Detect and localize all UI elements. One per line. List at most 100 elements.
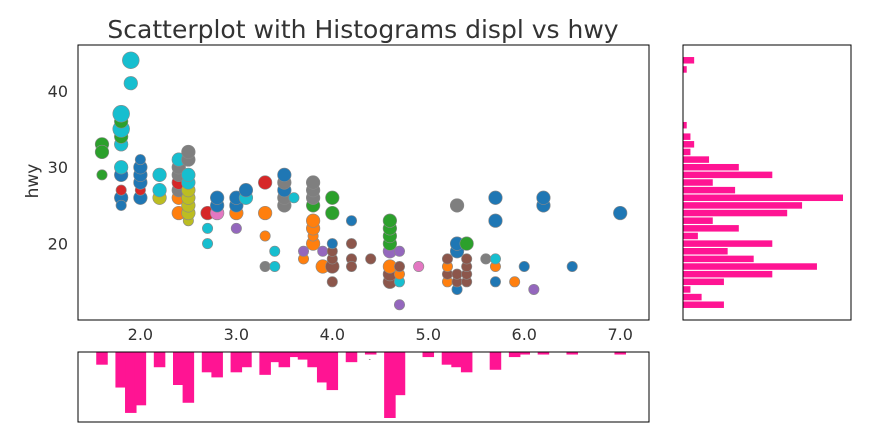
scatter-point (518, 261, 530, 273)
hwy-histogram-bar (683, 270, 773, 278)
hwy-histogram-bar (683, 248, 728, 255)
displ-histogram-bar (230, 352, 243, 373)
displ-histogram-bar (422, 352, 435, 358)
hwy-histogram-bar (683, 293, 702, 301)
scatter-point (202, 222, 214, 234)
displ-histogram-bar (518, 352, 531, 355)
scatter-point (258, 205, 273, 221)
hwy-histogram-bar (683, 179, 713, 186)
hwy-histogram-bar (683, 286, 691, 293)
displ-histogram-bar (566, 352, 578, 355)
x-tick-label: 7.0 (607, 325, 632, 344)
scatter-point (298, 245, 310, 257)
scatter-point (269, 245, 281, 257)
scatter-point (480, 253, 492, 265)
displ-histogram-bar (297, 352, 310, 360)
scatter-point (326, 276, 338, 288)
scatter-point (269, 261, 281, 273)
scatter-point (238, 183, 254, 198)
scatter-point (258, 175, 273, 190)
displ-histogram-bar (614, 352, 626, 355)
scatter-point (115, 184, 127, 196)
main-plot-frame (77, 44, 650, 321)
scatter-point (259, 230, 271, 242)
displ-histogram-bar (211, 352, 223, 378)
displ-histogram-panel (77, 351, 650, 423)
scatter-point (509, 276, 521, 288)
y-tick-label: 20 (48, 235, 68, 254)
scatter-point (96, 169, 108, 181)
x-tick-label: 5.0 (416, 325, 441, 344)
hwy-histogram-panel (682, 44, 852, 321)
displ-histogram-bar (125, 352, 137, 413)
hwy-histogram-bar (683, 133, 691, 140)
displ-histogram-bar (364, 352, 377, 355)
displ-histogram-bar (173, 352, 185, 385)
displ-histogram-bar (384, 352, 396, 418)
hwy-histogram-bar (683, 57, 695, 64)
displ-histogram-bar (460, 352, 473, 373)
scatter-point (461, 253, 473, 265)
displ-histogram-bar (489, 352, 502, 370)
displ-histogram-bar (278, 352, 291, 368)
displ-histogram-bar (201, 352, 214, 373)
scatter-point (122, 51, 140, 69)
scatter-point (488, 213, 503, 228)
displ-histogram-bar (182, 352, 195, 403)
x-tick-label: 3.0 (224, 325, 249, 344)
displ-histogram-bar (345, 352, 358, 363)
scatter-point (277, 167, 292, 182)
hwy-histogram-bar (683, 217, 713, 224)
scatter-point (114, 160, 129, 175)
hwy-histogram-bar (683, 278, 724, 286)
scatter-point (413, 261, 425, 273)
scatter-point (613, 205, 628, 221)
scatter-point (306, 175, 321, 190)
displ-histogram-bar (537, 352, 550, 355)
scatter-point (152, 167, 167, 182)
scatter-point (202, 238, 214, 250)
hwy-histogram-bar (683, 163, 739, 171)
scatter-point (94, 144, 110, 160)
scatter-point (449, 198, 465, 213)
scatter-point (566, 261, 578, 273)
displ-histogram-bar (288, 352, 300, 358)
scatter-point (134, 154, 146, 166)
chart-title: Scatterplot with Histograms displ vs hwy (107, 15, 618, 44)
hwy-histogram-bar (683, 263, 817, 270)
main-axis-ticks: 2.0 3.0 4.0 5.0 6.0 7.0 20 30 40 (48, 82, 633, 344)
x-tick-label: 6.0 (512, 325, 537, 344)
scatter-point (451, 268, 463, 280)
hwy-histogram-bar (683, 194, 843, 202)
scatter-point (230, 222, 242, 234)
hwy-histogram-bar (683, 225, 739, 232)
displ-histogram-bar (96, 352, 108, 365)
displ-histogram-bar (316, 352, 329, 383)
scatter-point (326, 238, 338, 250)
scatter-point (317, 245, 329, 257)
scatter-point (393, 299, 405, 311)
hwy-histogram-bar (683, 240, 773, 247)
hwy-histogram-bar (683, 141, 695, 148)
hwy-histogram-bar (683, 156, 710, 163)
scatter-point (489, 253, 501, 265)
scatter-point (365, 253, 377, 265)
scatter-point (393, 261, 405, 273)
scatter-points (94, 51, 628, 311)
hwy-histogram-bar (683, 148, 691, 156)
scatter-point (181, 144, 196, 160)
hwy-histogram-bar (683, 202, 803, 209)
scatter-point (306, 213, 321, 228)
scatter-point (528, 283, 540, 295)
scatter-point (123, 76, 138, 91)
hwy-histogram-bar (683, 255, 754, 263)
displ-histogram-bar (508, 352, 521, 358)
scatter-point (181, 167, 196, 182)
displ-histogram-bar (393, 352, 406, 396)
scatter-point (152, 183, 167, 198)
scatter-point (112, 105, 130, 123)
displ-histogram-bar (134, 352, 147, 406)
displ-histogram-bar (268, 352, 281, 363)
x-tick-label: 4.0 (320, 325, 345, 344)
displ-histogram-bar (307, 352, 319, 368)
